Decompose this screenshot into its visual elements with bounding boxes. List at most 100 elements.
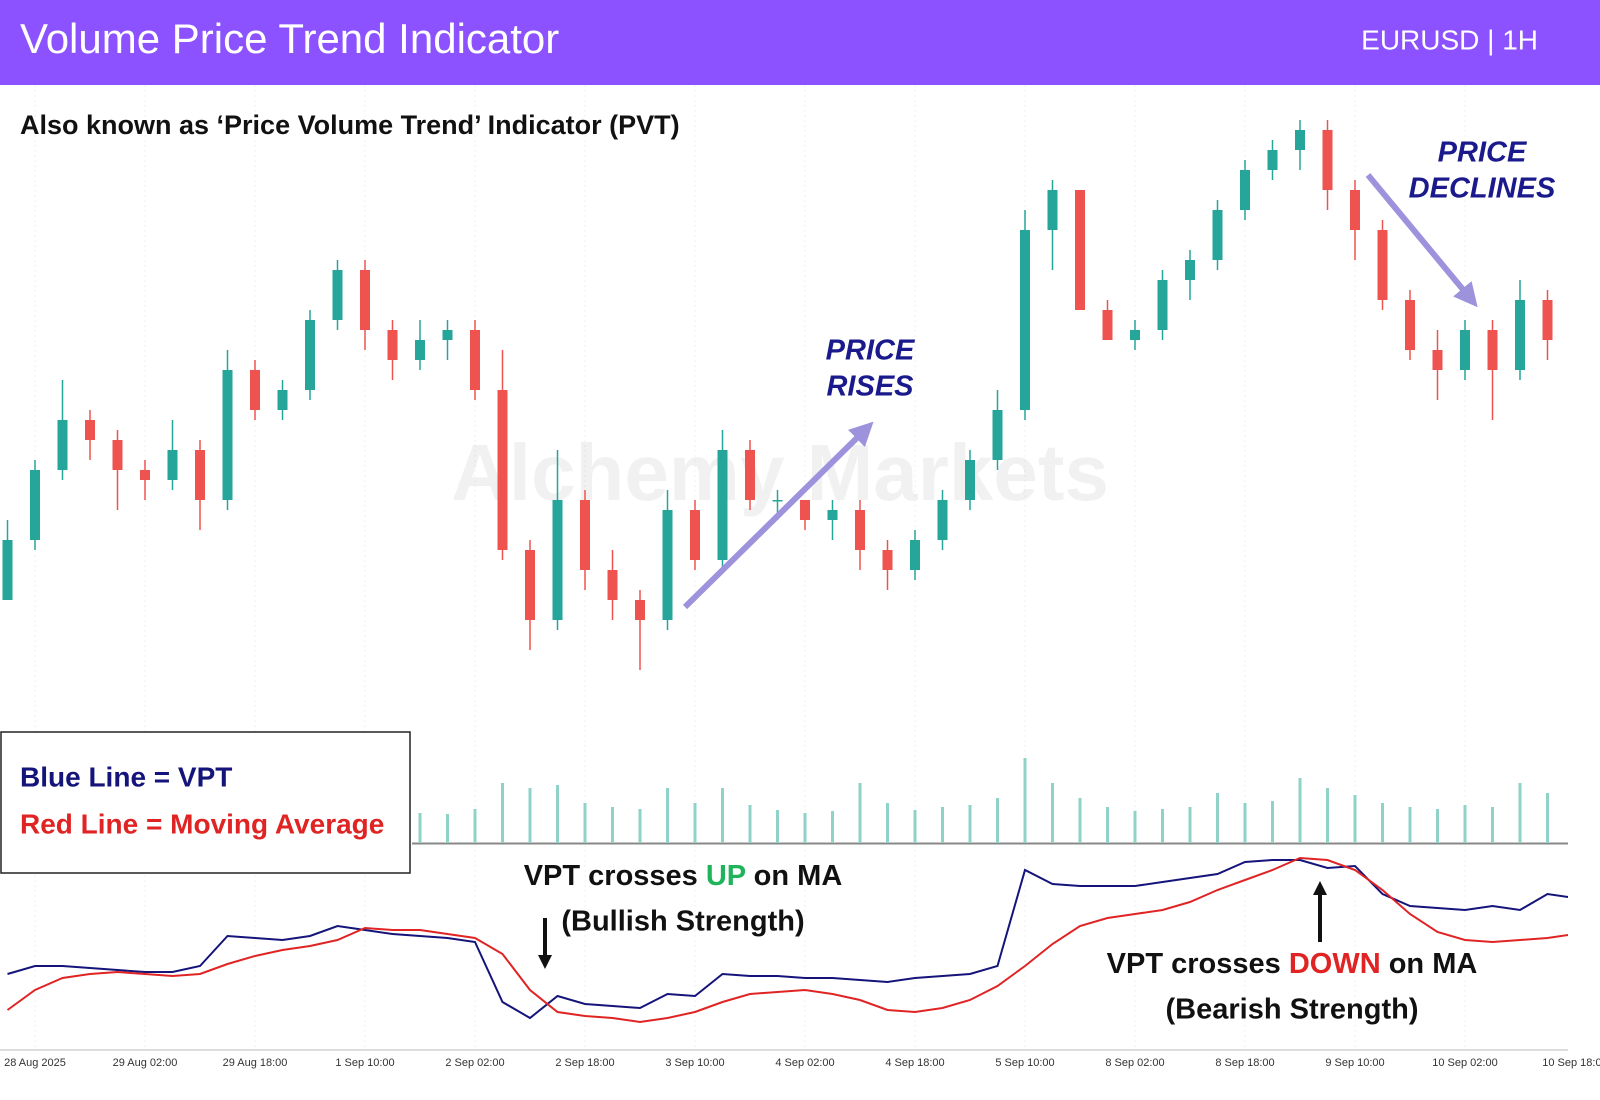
candle-body — [1102, 310, 1113, 340]
subtitle: Also known as ‘Price Volume Trend’ Indic… — [20, 110, 680, 140]
volume-bar — [858, 783, 862, 843]
volume-bar — [748, 805, 752, 843]
header-title: Volume Price Trend Indicator — [20, 15, 559, 62]
annotation-part: DOWN — [1289, 948, 1381, 980]
volume-bar — [666, 788, 669, 843]
volume-bar — [418, 813, 422, 843]
candle-body — [1240, 170, 1250, 210]
volume-bar — [1518, 783, 1522, 843]
candle-body — [30, 470, 40, 540]
candle-body — [387, 330, 398, 360]
legend — [0, 731, 411, 874]
watermark: Alchemy Markets — [451, 428, 1109, 517]
annotation: (Bullish Strength) — [561, 906, 804, 938]
x-tick-label: 9 Sep 10:00 — [1325, 1057, 1384, 1069]
volume-bar — [1298, 778, 1302, 843]
annotation-part: on MA — [1381, 948, 1478, 980]
candle-body — [497, 390, 508, 550]
candle-body — [827, 510, 838, 520]
candle-body — [360, 270, 370, 330]
candle-body — [222, 370, 233, 500]
rise-arrow — [682, 421, 874, 610]
annotation: PRICE — [1438, 137, 1528, 169]
candle-body — [1267, 150, 1278, 170]
volume-bar — [528, 788, 532, 843]
candle-body — [1322, 130, 1333, 190]
x-tick-label: 29 Aug 02:00 — [113, 1057, 178, 1069]
volume-bar — [1106, 807, 1109, 843]
candle-body — [1542, 300, 1553, 340]
annotation-part: UP — [706, 860, 746, 892]
header — [0, 0, 1600, 85]
volume-bar — [1023, 758, 1027, 843]
candle-body — [277, 390, 288, 410]
x-tick-label: 8 Sep 02:00 — [1105, 1057, 1164, 1069]
x-tick-label: 10 Sep 18:00 — [1542, 1057, 1600, 1069]
x-tick-label: 4 Sep 02:00 — [775, 1057, 834, 1069]
volume-bar — [611, 807, 614, 843]
volume-bar — [1078, 798, 1082, 843]
candle-body — [1295, 130, 1305, 150]
candle-body — [992, 410, 1003, 460]
volume-bar — [1271, 801, 1274, 843]
candle-body — [57, 420, 68, 470]
candle-body — [1487, 330, 1498, 370]
volume-bar — [1133, 811, 1137, 843]
legend-entry: Blue Line = VPT — [20, 761, 232, 792]
volume-bar — [638, 809, 642, 843]
volume-bar — [446, 814, 449, 843]
decline-arrow — [1365, 173, 1478, 308]
candle-body — [442, 330, 453, 340]
candle-body — [937, 500, 948, 540]
candle-body — [140, 470, 150, 480]
annotation: VPT crosses DOWN on MA — [1107, 948, 1478, 980]
annotation: PRICE — [826, 335, 916, 367]
x-tick-label: 28 Aug 2025 — [4, 1057, 66, 1069]
volume-bar — [583, 803, 587, 843]
annotation-part: VPT crosses — [1107, 948, 1289, 980]
volume-bar — [968, 805, 972, 843]
x-tick-label: 2 Sep 18:00 — [555, 1057, 614, 1069]
candle-body — [1047, 190, 1058, 230]
x-tick-label: 2 Sep 02:00 — [445, 1057, 504, 1069]
candle-body — [525, 550, 535, 620]
candle-body — [745, 450, 755, 500]
volume-bar — [1491, 807, 1494, 843]
candle-body — [305, 320, 315, 390]
volume-bar — [693, 803, 697, 843]
candle-body — [470, 330, 480, 390]
grid — [34, 85, 1466, 1050]
volume-bar — [941, 807, 944, 843]
candle-body — [167, 450, 178, 480]
volume-bar — [1574, 803, 1577, 843]
volume-bar — [1216, 793, 1219, 843]
volume-bar — [473, 809, 477, 843]
candle-body — [250, 370, 260, 410]
candle-body — [112, 440, 123, 470]
candle-body — [1460, 330, 1470, 370]
volume-bar — [831, 811, 834, 843]
volume-bar — [1463, 805, 1467, 843]
candle-body — [965, 460, 975, 500]
volume-bar — [1381, 803, 1384, 843]
annotation: (Bearish Strength) — [1166, 994, 1419, 1026]
candle-body — [607, 570, 618, 600]
candle-body — [1075, 190, 1085, 310]
volume-bar — [1436, 809, 1439, 843]
volume-bar — [721, 788, 724, 843]
annotation-part: VPT crosses — [524, 860, 706, 892]
candle-body — [580, 500, 590, 570]
indicator-line — [7, 859, 1568, 1020]
candle-body — [332, 270, 343, 320]
volume-bar — [1188, 807, 1192, 843]
x-tick-label: 3 Sep 10:00 — [665, 1057, 724, 1069]
volume-bar — [556, 785, 559, 843]
candle-body — [800, 500, 810, 520]
volume-bar — [1353, 795, 1357, 843]
volume-bar — [1546, 793, 1549, 843]
candle-body — [717, 450, 728, 560]
candle-body — [1515, 300, 1525, 370]
x-tick-label: 29 Aug 18:00 — [223, 1057, 288, 1069]
candle-body — [1157, 280, 1168, 330]
candle-body — [1212, 210, 1223, 260]
